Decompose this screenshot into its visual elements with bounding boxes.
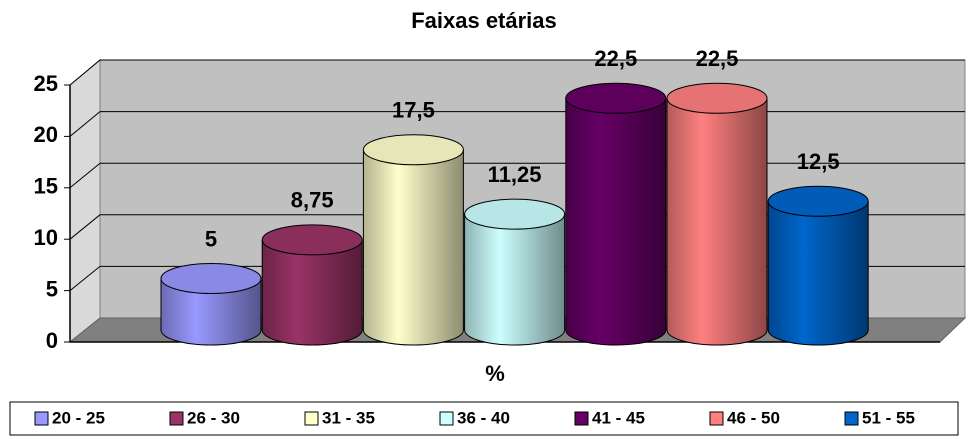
legend-box (9, 401, 959, 436)
grid-line (69, 266, 101, 291)
legend-label: 36 - 40 (457, 408, 510, 427)
legend-label: 46 - 50 (727, 408, 780, 427)
y-tick-label: 25 (34, 71, 58, 96)
legend-label: 51 - 55 (862, 408, 915, 427)
grid-line (69, 214, 101, 240)
bar (667, 98, 767, 330)
y-tick-label: 5 (46, 276, 58, 301)
legend-swatch (439, 411, 454, 426)
value-label: 17,5 (392, 98, 435, 123)
value-label: 22,5 (594, 46, 637, 71)
y-tick-label: 15 (34, 174, 58, 199)
bar-top (362, 134, 464, 166)
legend-swatch (304, 411, 319, 426)
legend-label: 26 - 30 (187, 408, 240, 427)
grid-line (69, 162, 101, 189)
legend-label: 31 - 35 (322, 408, 375, 427)
bar-top (565, 82, 667, 114)
value-label: 22,5 (696, 46, 739, 71)
bar (363, 149, 464, 330)
bar (768, 201, 869, 330)
y-tick-label: 0 (46, 328, 58, 353)
bar-top (666, 82, 768, 114)
bar-top (160, 263, 262, 294)
legend-label: 41 - 45 (592, 408, 645, 427)
y-tick-label: 10 (34, 225, 58, 250)
grid-line (69, 59, 101, 86)
bar-top (464, 198, 566, 230)
value-label: 5 (205, 226, 217, 251)
value-label: 8,75 (291, 188, 334, 213)
legend-swatch (709, 411, 724, 426)
legend-swatch (574, 411, 589, 426)
bar-top (261, 224, 363, 256)
legend-swatch (169, 411, 184, 426)
value-label: 11,25 (488, 162, 542, 187)
bar (565, 98, 666, 330)
value-label: 12,5 (797, 149, 840, 174)
y-tick-label: 20 (34, 122, 58, 147)
chart-title: Faixas etárias (411, 8, 557, 33)
bar-top (767, 185, 869, 217)
grid-line (69, 111, 101, 137)
legend-label: 20 - 25 (52, 408, 105, 427)
legend-swatch (34, 411, 49, 426)
bar (464, 214, 565, 330)
side-wall (69, 58, 101, 344)
x-axis-label: % (485, 361, 505, 386)
legend-swatch (844, 411, 859, 426)
